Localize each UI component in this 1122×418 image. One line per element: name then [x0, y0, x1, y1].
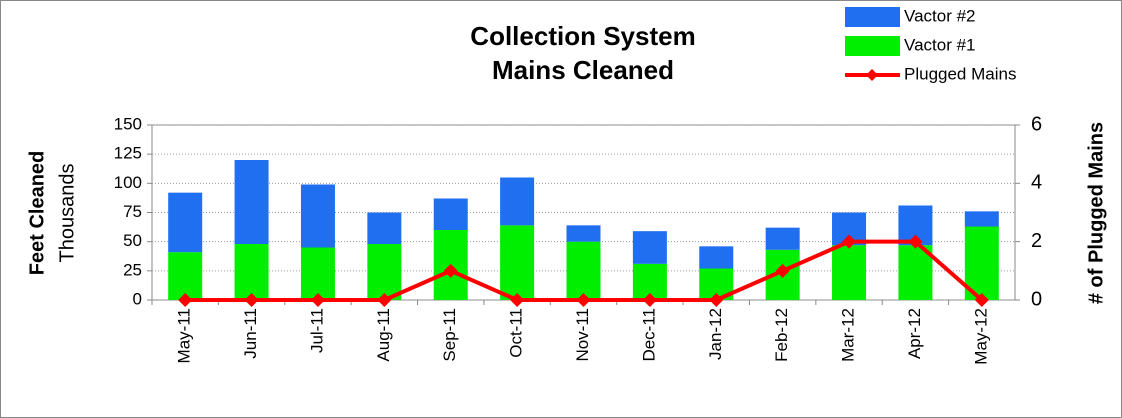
- bar: [898, 245, 933, 300]
- bar: [832, 245, 867, 300]
- bar: [632, 231, 667, 264]
- legend-label: Vactor #1: [904, 35, 976, 54]
- marker: [775, 263, 790, 278]
- x-tick-label: Mar-12: [839, 308, 858, 362]
- legend-swatch: [845, 7, 900, 27]
- x-tick-label: Jan-12: [706, 308, 725, 360]
- bar: [234, 244, 269, 300]
- marker: [310, 293, 325, 307]
- marker: [908, 234, 923, 249]
- bar: [500, 177, 535, 226]
- bar: [964, 211, 999, 227]
- marker: [842, 234, 857, 249]
- bar: [168, 192, 203, 253]
- bar: [765, 227, 800, 250]
- bar: [433, 198, 468, 230]
- x-tick-label: Jun-11: [241, 308, 260, 359]
- legend-label: Vactor #2: [904, 6, 976, 25]
- y2-tick-label: 4: [1031, 172, 1042, 194]
- marker: [576, 293, 591, 307]
- x-tick-label: May-12: [971, 308, 990, 365]
- bar: [300, 247, 335, 300]
- legend-label: Plugged Mains: [904, 64, 1016, 83]
- marker: [709, 293, 724, 307]
- bar: [234, 160, 269, 244]
- x-tick-label: Feb-12: [772, 308, 791, 362]
- legend-swatch: [866, 69, 878, 81]
- x-tick-label: Oct-11: [507, 308, 526, 358]
- x-tick-label: Sep-11: [440, 308, 459, 362]
- bar: [566, 241, 601, 300]
- y-axis-unit: Thousands: [56, 164, 78, 263]
- y-tick-label: 125: [114, 144, 142, 163]
- y2-tick-label: 6: [1031, 113, 1042, 135]
- marker: [974, 293, 989, 307]
- x-tick-label: Apr-12: [905, 308, 924, 359]
- x-tick-label: Jul-11: [307, 308, 326, 353]
- marker: [377, 293, 392, 307]
- bar: [566, 225, 601, 242]
- y-tick-label: 75: [123, 202, 142, 221]
- y-tick-label: 0: [133, 289, 142, 308]
- marker: [510, 293, 525, 307]
- y-tick-label: 25: [123, 260, 142, 279]
- bar: [367, 212, 402, 244]
- y2-axis-title: # of Plugged Mains: [1085, 122, 1107, 304]
- chart-title: Collection System: [470, 21, 695, 51]
- x-tick-label: Dec-11: [639, 308, 658, 362]
- bar: [500, 225, 535, 300]
- marker: [244, 293, 259, 307]
- y2-tick-label: 2: [1031, 230, 1042, 252]
- y-axis-title: Feet Cleaned: [26, 151, 48, 275]
- x-tick-label: Nov-11: [573, 308, 592, 362]
- marker: [642, 293, 657, 307]
- x-tick-label: May-11: [175, 308, 194, 363]
- x-tick-label: Aug-11: [374, 308, 393, 362]
- bar: [367, 244, 402, 300]
- y-tick-label: 100: [114, 173, 142, 192]
- y2-tick-label: 0: [1031, 288, 1042, 310]
- bar: [300, 184, 335, 248]
- bar: [699, 246, 734, 269]
- y-tick-label: 50: [123, 231, 142, 250]
- marker: [443, 263, 458, 278]
- bar: [168, 252, 203, 300]
- marker: [178, 293, 193, 307]
- legend-swatch: [845, 36, 900, 56]
- y-tick-label: 150: [114, 114, 142, 133]
- chart-title: Mains Cleaned: [492, 55, 674, 85]
